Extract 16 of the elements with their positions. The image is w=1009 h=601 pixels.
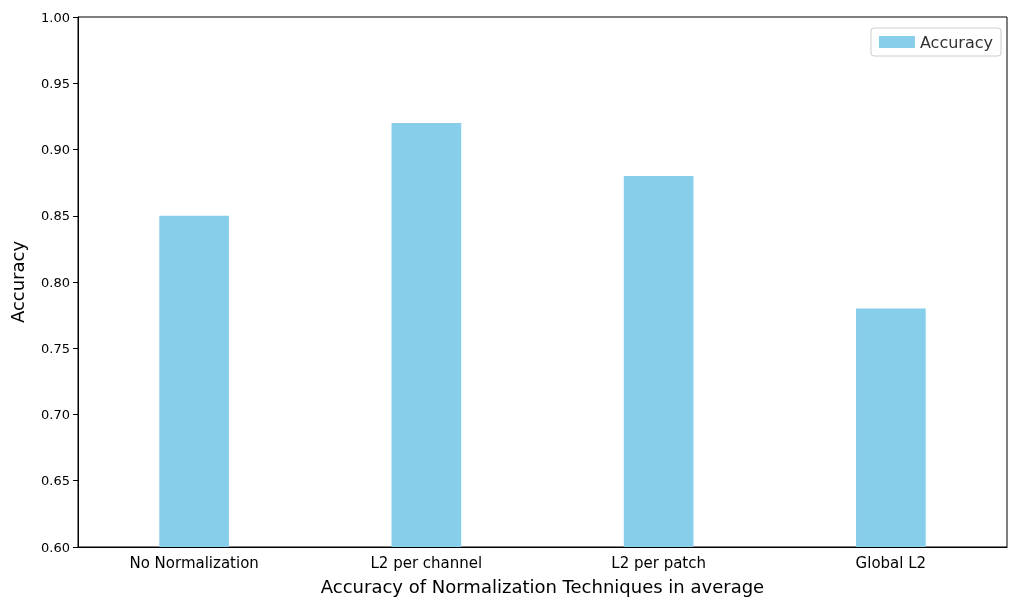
- y-tick-label: 0.70: [41, 407, 70, 422]
- y-tick-label: 0.60: [41, 539, 70, 555]
- y-tick-label: 0.75: [41, 340, 70, 356]
- y-tick-label: 0.80: [41, 274, 70, 290]
- legend-label: Accuracy: [919, 32, 993, 52]
- x-tick-label: L2 per channel: [370, 553, 483, 572]
- x-axis-title: Accuracy of Normalization Techniques in average: [320, 575, 765, 597]
- y-axis-title: Accuracy: [6, 240, 28, 324]
- y-tick-label: 0.90: [41, 142, 70, 157]
- y-tick-label: 1.00: [41, 9, 70, 25]
- y-tick-label: 0.65: [41, 473, 70, 489]
- x-tick-label: L2 per patch: [611, 553, 706, 572]
- x-tick-label: No Normalization: [129, 553, 259, 572]
- y-tick-label: 0.85: [41, 208, 70, 224]
- x-tick-label: Global L2: [855, 553, 927, 572]
- y-tick-label: 0.95: [41, 75, 70, 91]
